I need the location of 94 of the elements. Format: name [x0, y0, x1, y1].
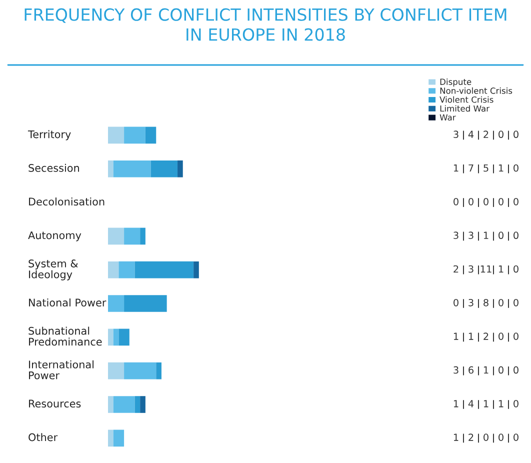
- bar: [134, 261, 194, 278]
- y-tick-label: National Power: [29, 298, 106, 307]
- data-label: 1: [498, 265, 504, 273]
- legend-label: Non-violent Crisis: [440, 87, 512, 94]
- data-label: 0: [484, 434, 488, 441]
- data-label: 1: [454, 434, 458, 441]
- bar: [113, 328, 119, 346]
- y-tick-label: Subnational Predominance: [28, 326, 102, 346]
- bar: [108, 126, 124, 144]
- data-label: 0: [484, 198, 488, 206]
- data-label: 0: [498, 130, 504, 138]
- bar: [118, 328, 130, 346]
- data-label: 0: [498, 198, 504, 206]
- bar: [124, 295, 167, 312]
- legend-label: Limited War: [440, 105, 490, 112]
- data-label: 1: [498, 400, 504, 408]
- bar: [108, 328, 114, 346]
- data-label: 2: [468, 434, 474, 441]
- data-label: 4: [468, 400, 474, 408]
- bar: [145, 126, 156, 144]
- data-label: 3: [454, 366, 458, 374]
- bar: [140, 228, 146, 245]
- data-label: 1: [484, 232, 488, 239]
- data-label: 3: [454, 130, 458, 138]
- legend-label: Violent Crisis: [440, 96, 494, 103]
- data-label: 0: [514, 400, 518, 408]
- bar: [178, 160, 183, 178]
- y-tick-label: International Power: [29, 360, 94, 380]
- data-label: 0: [514, 298, 518, 306]
- data-label: 3: [454, 232, 458, 240]
- data-label: 3: [468, 298, 474, 306]
- data-label: 0: [514, 232, 518, 240]
- data-label: 5: [484, 164, 488, 172]
- data-label: 0: [454, 198, 458, 206]
- data-label: 0: [498, 332, 504, 340]
- y-tick-label: Autonomy: [28, 231, 82, 242]
- data-label: 1: [484, 400, 488, 408]
- data-label: 0: [514, 130, 518, 138]
- data-label: 0: [498, 366, 504, 374]
- data-label: 11: [480, 265, 492, 273]
- bar: [150, 160, 178, 178]
- bar: [156, 362, 162, 380]
- data-label: 6: [468, 366, 474, 374]
- legend-label: War: [440, 114, 456, 121]
- bar: [108, 228, 124, 245]
- data-label: 1: [498, 164, 504, 172]
- bar: [194, 261, 199, 278]
- bar: [108, 362, 124, 380]
- bar: [124, 228, 140, 245]
- data-label: 0: [498, 232, 504, 240]
- data-label: 1: [454, 164, 458, 172]
- y-tick-label: Decolonisation: [29, 197, 104, 206]
- bar: [108, 261, 119, 278]
- y-tick-label: Resources: [29, 400, 81, 408]
- data-label: 0: [514, 434, 518, 441]
- bar: [113, 396, 135, 413]
- data-label: 4: [468, 130, 474, 138]
- data-label: 0: [514, 332, 518, 340]
- data-label: 0: [514, 265, 518, 273]
- data-label: 2: [484, 332, 488, 340]
- bar: [108, 295, 124, 312]
- text: FREQUENCY OF CONFLICT INTENSITIES BY CONFLICT ITEM IN EUROPE IN 2018: [24, 8, 506, 41]
- data-label: 0: [514, 164, 518, 172]
- data-label: 0: [498, 298, 504, 306]
- data-label: 3: [468, 265, 474, 273]
- data-label: 1: [454, 332, 458, 340]
- y-tick-label: Territory: [28, 130, 71, 140]
- y-tick-label: Other: [28, 433, 58, 442]
- data-label: 2: [484, 130, 488, 138]
- legend-label: Dispute: [440, 78, 472, 87]
- bar: [113, 430, 124, 447]
- data-label: 1: [468, 332, 474, 340]
- data-label: 0: [514, 198, 518, 206]
- data-label: 2: [454, 265, 458, 273]
- bar: [108, 430, 114, 447]
- bar: [134, 396, 140, 413]
- data-label: 8: [484, 298, 488, 306]
- bar: [108, 160, 114, 178]
- data-label: 1: [454, 400, 458, 408]
- bar: [108, 396, 114, 413]
- y-tick-label: Secession: [28, 164, 79, 172]
- y-tick-label: System & Ideology: [28, 260, 78, 280]
- data-label: 0: [454, 298, 458, 306]
- data-label: 0: [514, 366, 518, 374]
- bar: [124, 362, 156, 380]
- data-label: 0: [498, 434, 504, 441]
- bar: [124, 126, 146, 144]
- bar: [118, 261, 135, 278]
- data-label: 0: [468, 198, 474, 206]
- data-label: 3: [468, 232, 474, 240]
- bar: [113, 160, 151, 178]
- data-label: 1: [484, 366, 488, 374]
- bar: [140, 396, 146, 413]
- data-label: 7: [468, 164, 474, 172]
